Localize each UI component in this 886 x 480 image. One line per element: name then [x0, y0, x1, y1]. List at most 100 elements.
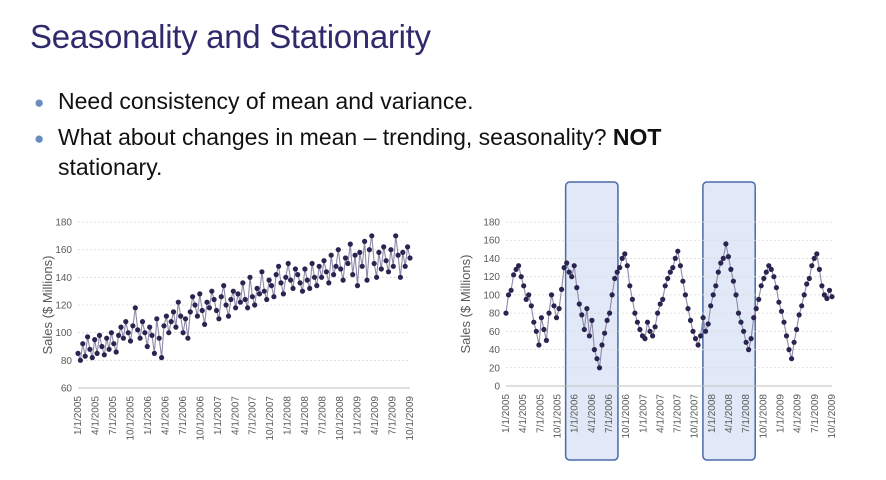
data-point	[378, 266, 384, 272]
data-point	[538, 315, 544, 321]
data-point	[142, 330, 148, 336]
data-point	[130, 323, 136, 329]
data-point	[175, 299, 181, 305]
data-point	[677, 263, 683, 269]
y-tick-label: 120	[55, 301, 72, 312]
data-point	[89, 355, 95, 361]
data-point	[571, 263, 577, 269]
data-point	[333, 263, 339, 269]
trend-chart: 60 80 100 120 140 160 180 1/1/2005 4/1/2005 7/1/2…	[40, 218, 416, 441]
data-point	[94, 350, 100, 356]
y-tick-label: 100	[55, 328, 72, 339]
data-point	[156, 335, 162, 341]
data-point	[768, 266, 774, 272]
data-point	[814, 251, 820, 257]
data-point	[607, 310, 613, 316]
data-point	[730, 278, 736, 284]
data-point	[766, 263, 772, 269]
x-tick-label: 1/1/2007	[213, 396, 224, 435]
x-tick-label: 7/1/2008	[741, 394, 752, 433]
data-point	[359, 263, 365, 269]
data-point	[589, 317, 595, 323]
bullet-list: ● Need consistency of mean and variance.…	[34, 86, 864, 188]
data-point	[237, 299, 243, 305]
data-point	[513, 266, 519, 272]
data-point	[371, 260, 377, 267]
data-point	[366, 247, 372, 253]
data-point	[801, 292, 807, 298]
data-point	[106, 346, 112, 352]
data-point	[280, 291, 286, 297]
data-point	[381, 244, 387, 250]
data-point	[173, 324, 179, 330]
data-point	[634, 319, 640, 325]
x-tick-label: 4/1/2006	[587, 394, 598, 433]
x-tick-label: 10/1/2006	[195, 396, 206, 441]
data-point	[154, 316, 160, 322]
data-point	[586, 333, 592, 339]
data-point	[698, 333, 704, 339]
data-point	[182, 316, 189, 322]
data-point	[546, 310, 552, 316]
x-tick-label: 10/1/2005	[125, 396, 136, 441]
data-point	[725, 254, 731, 260]
data-point	[340, 277, 346, 283]
data-point	[352, 252, 358, 258]
data-point	[604, 317, 610, 323]
x-tick-label: 1/1/2006	[570, 394, 581, 433]
data-point	[685, 306, 691, 312]
data-point	[609, 292, 615, 298]
data-point	[331, 272, 337, 278]
data-point	[264, 296, 270, 303]
data-point	[338, 266, 344, 272]
data-point	[299, 288, 306, 294]
data-point	[202, 321, 208, 327]
data-point	[218, 294, 224, 300]
data-point	[738, 319, 744, 325]
x-tick-label: 7/1/2006	[178, 396, 189, 435]
data-point	[761, 275, 767, 282]
data-point	[652, 324, 658, 330]
data-point	[80, 341, 86, 347]
data-point	[342, 255, 349, 261]
data-point	[508, 287, 514, 293]
data-point	[629, 296, 635, 302]
x-tick-label: 1/1/2007	[638, 394, 649, 433]
data-point	[144, 343, 150, 350]
y-tick-label: 160	[55, 245, 72, 256]
data-point	[566, 269, 572, 275]
data-point	[551, 303, 557, 309]
data-point	[662, 283, 668, 289]
data-point	[283, 274, 289, 280]
x-tick-label: 1/1/2009	[353, 396, 364, 435]
data-point	[369, 233, 375, 239]
data-point	[763, 269, 769, 275]
data-point	[390, 263, 396, 269]
x-tick-label: 4/1/2006	[160, 396, 171, 435]
data-point	[682, 292, 688, 298]
data-point	[794, 326, 800, 333]
data-point	[271, 294, 277, 300]
data-point	[741, 328, 747, 334]
data-point	[746, 347, 752, 353]
data-point	[660, 296, 666, 302]
data-point	[147, 324, 153, 330]
bullet-text-continued: stationary.	[58, 154, 163, 180]
y-tick-label: 40	[489, 345, 501, 356]
x-tick-label: 7/1/2007	[248, 396, 259, 435]
data-point	[137, 335, 143, 341]
data-point	[395, 252, 401, 258]
data-point	[405, 244, 411, 250]
data-point	[816, 266, 822, 272]
data-point	[125, 330, 131, 336]
data-point	[194, 313, 200, 319]
data-point	[307, 285, 313, 291]
data-point	[819, 283, 825, 289]
x-tick-label: 10/1/2008	[758, 394, 769, 439]
data-point	[602, 330, 608, 336]
data-point	[288, 277, 294, 283]
data-point	[302, 266, 308, 272]
data-point	[705, 321, 711, 327]
data-point	[521, 283, 527, 289]
data-point	[670, 265, 676, 271]
